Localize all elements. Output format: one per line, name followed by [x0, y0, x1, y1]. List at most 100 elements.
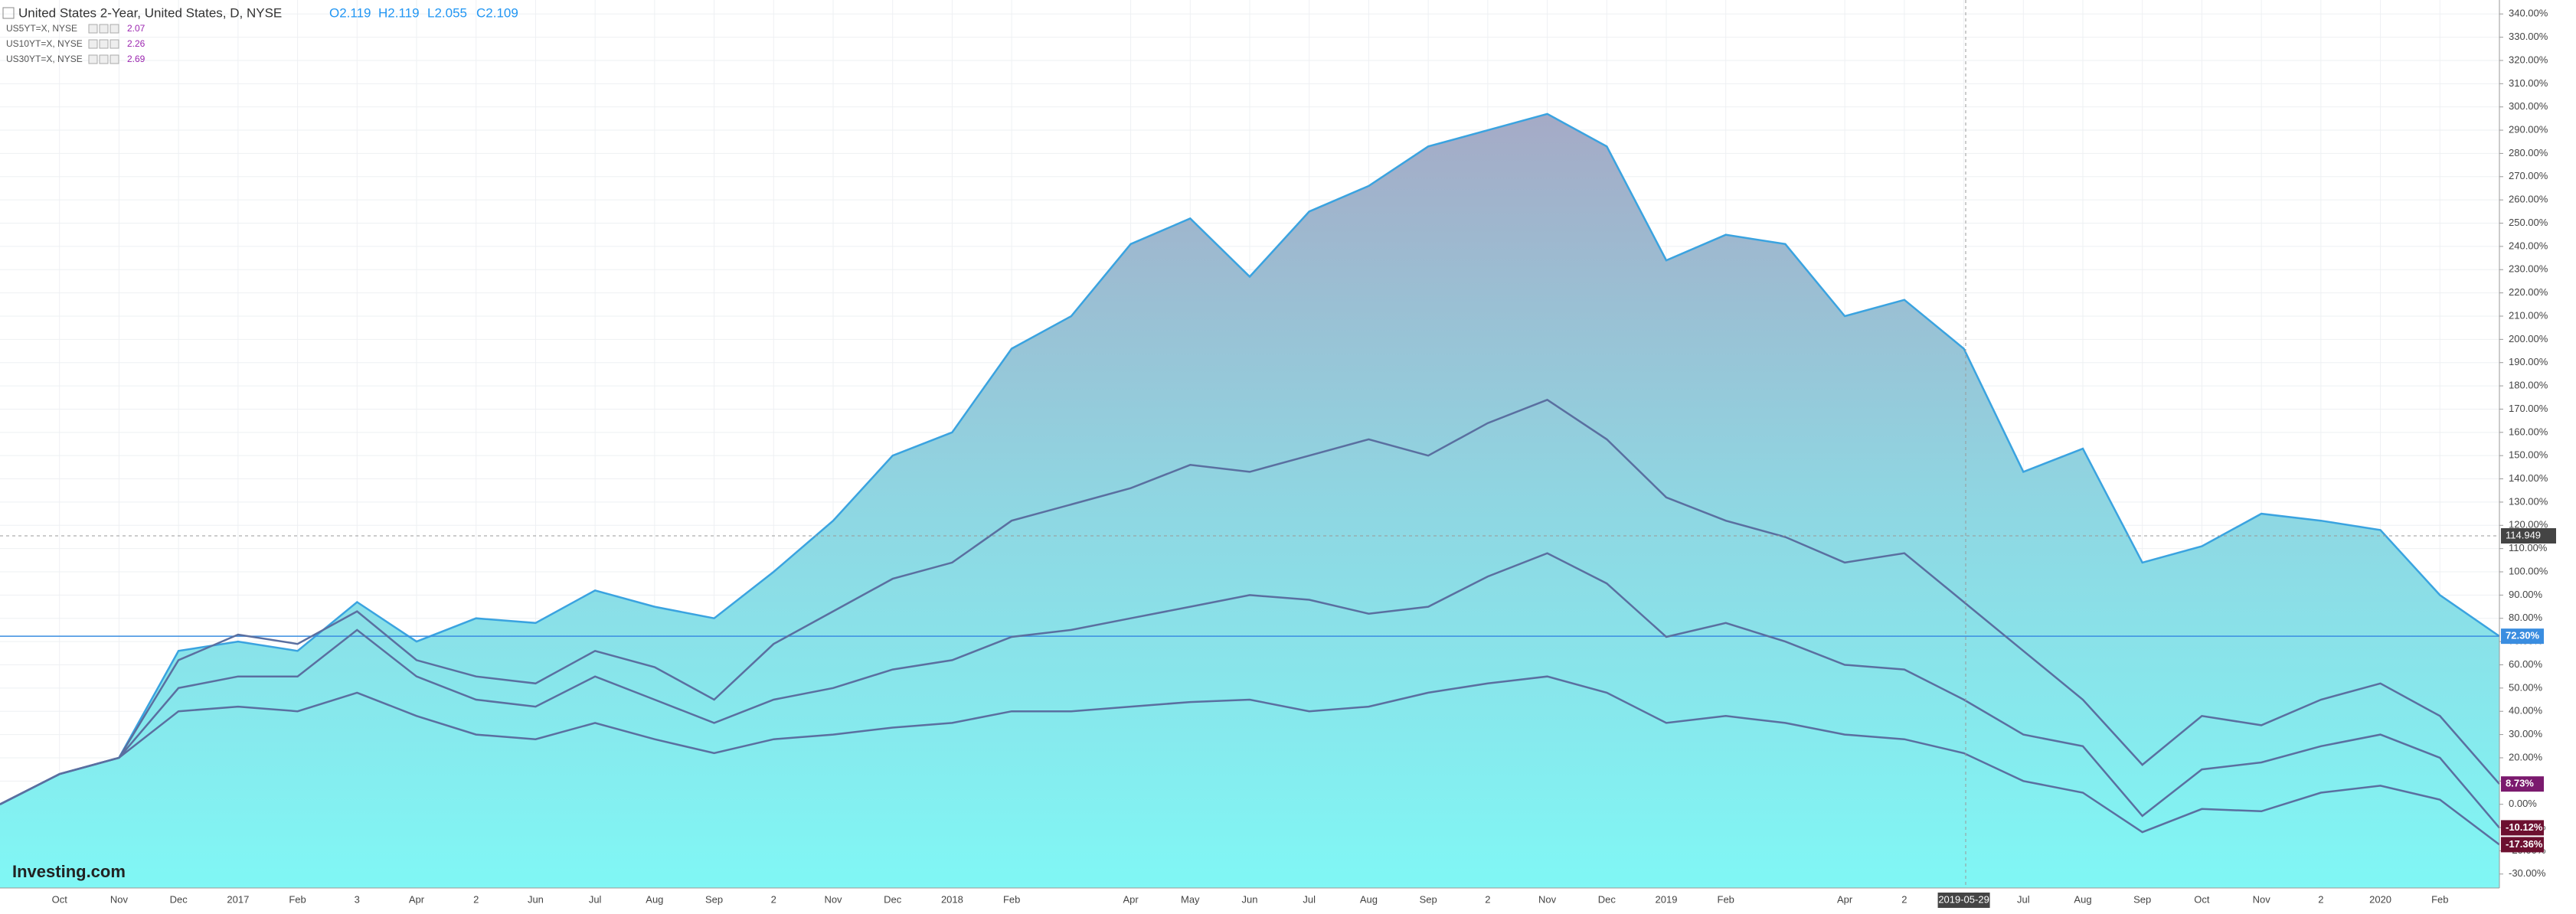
x-tick-label: Feb: [1003, 893, 1020, 905]
y-tick-label: 320.00%: [2509, 54, 2548, 65]
y-tick-label: -30.00%: [2509, 867, 2546, 879]
crosshair-label: 114.949: [2506, 529, 2541, 540]
y-tick-label: 160.00%: [2509, 426, 2548, 437]
area-line: [0, 113, 2500, 805]
y-tick-label: 310.00%: [2509, 77, 2548, 89]
legend-icon: [88, 39, 98, 49]
x-tick-label: Feb: [2431, 893, 2448, 905]
y-tick-label: 90.00%: [2509, 589, 2543, 600]
x-tick-label: Nov: [1538, 893, 1557, 905]
x-tick-label: Jul: [1303, 893, 1316, 905]
legend-icon: [99, 54, 109, 64]
y-tick-label: 210.00%: [2509, 309, 2548, 321]
series-line: [0, 398, 2500, 805]
area-fill: [0, 113, 2499, 889]
y-tick-label: 30.00%: [2509, 728, 2543, 739]
x-tick-label: 2: [1901, 893, 1907, 905]
y-tick-label: 240.00%: [2509, 240, 2548, 251]
x-tick-label: Oct: [2194, 893, 2210, 905]
y-tick-label: 250.00%: [2509, 217, 2548, 228]
axes: -30.00%-20.00%-10.00%0.00%10.00%20.00%30…: [52, 8, 2548, 908]
x-tick-label: 3: [355, 893, 360, 905]
legend: United States 2-Year, United States, D, …: [2, 5, 518, 64]
y-tick-label: 80.00%: [2509, 612, 2543, 623]
last-value-box: [2501, 776, 2544, 792]
x-tick-label: 2019: [1656, 893, 1678, 905]
x-tick-label: Jul: [589, 893, 602, 905]
x-highlight-box: [1937, 893, 1990, 908]
x-tick-label: Aug: [646, 893, 663, 905]
y-tick-label: 120.00%: [2509, 519, 2548, 530]
y-tick-label: 190.00%: [2509, 356, 2548, 367]
x-tick-label: Sep: [705, 893, 723, 905]
last-value-box: [2501, 837, 2544, 853]
legend-icon: [88, 24, 98, 34]
x-tick-label: Nov: [824, 893, 842, 905]
ohlc-value: C2.109: [476, 5, 518, 20]
x-tick-label: May: [1181, 893, 1200, 905]
legend-icon: [110, 24, 119, 34]
y-tick-label: 20.00%: [2509, 751, 2543, 762]
collapse-icon[interactable]: [2, 7, 15, 19]
y-tick-label: 110.00%: [2509, 542, 2548, 553]
legend-name: US10YT=X, NYSE: [6, 38, 83, 49]
y-tick-label: 270.00%: [2509, 170, 2548, 181]
legend-icon: [110, 39, 119, 49]
x-tick-label: Nov: [110, 893, 129, 905]
x-tick-label: Dec: [884, 893, 902, 905]
y-tick-label: 100.00%: [2509, 565, 2548, 576]
series-line: [0, 675, 2500, 846]
x-tick-label: Apr: [409, 893, 425, 905]
y-tick-label: 40.00%: [2509, 705, 2543, 717]
legend-icon: [99, 39, 109, 49]
last-value-label: -17.36%: [2506, 838, 2543, 850]
header-title: United States 2-Year, United States, D, …: [18, 5, 282, 20]
x-tick-label: Aug: [1360, 893, 1378, 905]
x-tick-label: 2017: [227, 893, 249, 905]
legend-last: 2.07: [127, 23, 145, 34]
x-tick-label: Dec: [1598, 893, 1617, 905]
x-tick-label: Nov: [2253, 893, 2271, 905]
last-value-label: -10.12%: [2506, 821, 2543, 833]
x-tick-label: 2: [1485, 893, 1490, 905]
y-tick-label: 220.00%: [2509, 286, 2548, 298]
last-value-box: [2501, 820, 2544, 836]
x-tick-label: Jun: [1242, 893, 1258, 905]
ohlc-value: H2.119: [378, 5, 420, 20]
legend-icon: [88, 54, 98, 64]
x-tick-label: Feb: [289, 893, 306, 905]
y-tick-label: 260.00%: [2509, 194, 2548, 205]
crosshair-box: [2501, 528, 2556, 544]
x-tick-label: Oct: [52, 893, 68, 905]
x-tick-label: 2: [771, 893, 776, 905]
last-value-box: [2501, 628, 2544, 645]
legend-icon: [99, 24, 109, 34]
legend-last: 2.69: [127, 54, 145, 64]
x-tick-label: Dec: [170, 893, 188, 905]
y-tick-label: 60.00%: [2509, 658, 2543, 670]
logo: Investing.com: [12, 862, 126, 881]
x-tick-label: Aug: [2074, 893, 2091, 905]
y-tick-label: 180.00%: [2509, 380, 2548, 391]
legend-last: 2.26: [127, 38, 145, 49]
y-tick-label: 50.00%: [2509, 681, 2543, 693]
x-tick-label: 2: [2318, 893, 2323, 905]
last-value-label: 72.30%: [2506, 630, 2540, 641]
legend-name: US5YT=X, NYSE: [6, 23, 77, 34]
x-tick-label: 2019-05-29: [1938, 893, 1989, 905]
y-tick-label: 130.00%: [2509, 495, 2548, 507]
y-tick-label: 280.00%: [2509, 147, 2548, 158]
x-tick-label: 2018: [941, 893, 963, 905]
y-tick-label: 170.00%: [2509, 403, 2548, 414]
y-tick-label: 140.00%: [2509, 472, 2548, 484]
x-tick-label: Apr: [1123, 893, 1139, 905]
legend-icon: [110, 54, 119, 64]
y-tick-label: 230.00%: [2509, 263, 2548, 275]
x-tick-label: 2020: [2369, 893, 2391, 905]
series-line: [0, 552, 2500, 829]
y-tick-label: 290.00%: [2509, 123, 2548, 135]
x-tick-label: Jul: [2017, 893, 2030, 905]
x-tick-label: Sep: [2133, 893, 2151, 905]
ohlc-value: L2.055: [427, 5, 467, 20]
